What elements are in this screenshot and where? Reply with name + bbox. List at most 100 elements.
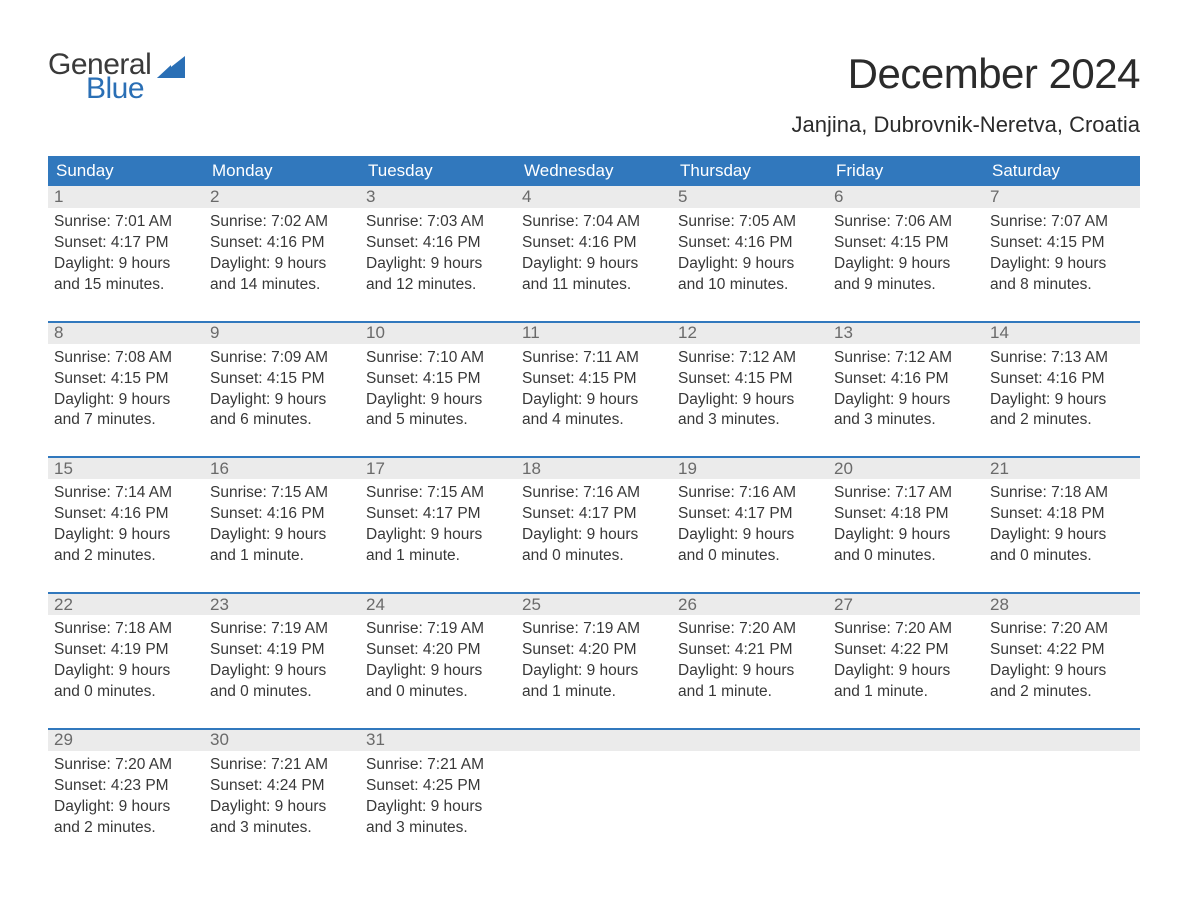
day-ss: Sunset: 4:16 PM — [54, 504, 196, 525]
day-sr: Sunrise: 7:10 AM — [366, 348, 508, 369]
day-ss: Sunset: 4:15 PM — [990, 233, 1132, 254]
day-ss: Sunset: 4:15 PM — [54, 369, 196, 390]
day-ss: Sunset: 4:25 PM — [366, 776, 508, 797]
day-number: 21 — [984, 457, 1140, 479]
day-ss: Sunset: 4:16 PM — [210, 233, 352, 254]
day-ss: Sunset: 4:15 PM — [366, 369, 508, 390]
day-cell: Sunrise: 7:20 AMSunset: 4:22 PMDaylight:… — [828, 615, 984, 705]
day-number: 29 — [48, 729, 204, 751]
day-ss: Sunset: 4:15 PM — [522, 369, 664, 390]
day-d2: and 1 minute. — [678, 682, 820, 703]
day-d1: Daylight: 9 hours — [522, 390, 664, 411]
day-d1: Daylight: 9 hours — [990, 661, 1132, 682]
day-cell: Sunrise: 7:19 AMSunset: 4:19 PMDaylight:… — [204, 615, 360, 705]
day-cell: Sunrise: 7:13 AMSunset: 4:16 PMDaylight:… — [984, 344, 1140, 434]
day-sr: Sunrise: 7:13 AM — [990, 348, 1132, 369]
day-number — [672, 729, 828, 751]
day-number: 25 — [516, 593, 672, 615]
day-number: 12 — [672, 322, 828, 344]
day-sr: Sunrise: 7:18 AM — [54, 619, 196, 640]
day-sr: Sunrise: 7:03 AM — [366, 212, 508, 233]
day-ss: Sunset: 4:15 PM — [678, 369, 820, 390]
day-ss: Sunset: 4:16 PM — [678, 233, 820, 254]
day-d2: and 4 minutes. — [522, 410, 664, 431]
day-sr: Sunrise: 7:20 AM — [990, 619, 1132, 640]
logo-text-blue: Blue — [86, 74, 151, 104]
day-sr: Sunrise: 7:14 AM — [54, 483, 196, 504]
logo-arrow-icon — [157, 56, 185, 83]
day-d2: and 6 minutes. — [210, 410, 352, 431]
day-ss: Sunset: 4:16 PM — [990, 369, 1132, 390]
day-d1: Daylight: 9 hours — [678, 254, 820, 275]
daynum-row: 293031 — [48, 729, 1140, 751]
day-cell: Sunrise: 7:07 AMSunset: 4:15 PMDaylight:… — [984, 208, 1140, 298]
day-d2: and 3 minutes. — [678, 410, 820, 431]
day-d2: and 5 minutes. — [366, 410, 508, 431]
daynum-row: 22232425262728 — [48, 593, 1140, 615]
day-d2: and 2 minutes. — [54, 818, 196, 839]
day-sr: Sunrise: 7:19 AM — [522, 619, 664, 640]
day-sr: Sunrise: 7:08 AM — [54, 348, 196, 369]
day-sr: Sunrise: 7:19 AM — [210, 619, 352, 640]
day-d2: and 1 minute. — [210, 546, 352, 567]
day-cell: Sunrise: 7:19 AMSunset: 4:20 PMDaylight:… — [516, 615, 672, 705]
day-ss: Sunset: 4:16 PM — [834, 369, 976, 390]
week-separator — [48, 569, 1140, 593]
day-ss: Sunset: 4:18 PM — [834, 504, 976, 525]
day-d1: Daylight: 9 hours — [54, 254, 196, 275]
day-sr: Sunrise: 7:15 AM — [210, 483, 352, 504]
day-sr: Sunrise: 7:16 AM — [678, 483, 820, 504]
day-cell — [984, 751, 1140, 841]
day-ss: Sunset: 4:17 PM — [54, 233, 196, 254]
day-cell: Sunrise: 7:21 AMSunset: 4:24 PMDaylight:… — [204, 751, 360, 841]
day-d1: Daylight: 9 hours — [54, 390, 196, 411]
dow-tuesday: Tuesday — [360, 156, 516, 186]
day-sr: Sunrise: 7:20 AM — [678, 619, 820, 640]
dow-monday: Monday — [204, 156, 360, 186]
day-cell — [672, 751, 828, 841]
day-number: 11 — [516, 322, 672, 344]
day-d2: and 8 minutes. — [990, 275, 1132, 296]
day-cell: Sunrise: 7:04 AMSunset: 4:16 PMDaylight:… — [516, 208, 672, 298]
day-d2: and 0 minutes. — [990, 546, 1132, 567]
day-sr: Sunrise: 7:16 AM — [522, 483, 664, 504]
day-d1: Daylight: 9 hours — [366, 797, 508, 818]
day-ss: Sunset: 4:15 PM — [210, 369, 352, 390]
day-d1: Daylight: 9 hours — [990, 390, 1132, 411]
day-d1: Daylight: 9 hours — [366, 254, 508, 275]
day-ss: Sunset: 4:19 PM — [54, 640, 196, 661]
day-d2: and 0 minutes. — [678, 546, 820, 567]
day-d2: and 15 minutes. — [54, 275, 196, 296]
dow-saturday: Saturday — [984, 156, 1140, 186]
day-sr: Sunrise: 7:02 AM — [210, 212, 352, 233]
day-number: 30 — [204, 729, 360, 751]
day-d1: Daylight: 9 hours — [678, 525, 820, 546]
calendar-table: Sunday Monday Tuesday Wednesday Thursday… — [48, 156, 1140, 840]
day-cell: Sunrise: 7:05 AMSunset: 4:16 PMDaylight:… — [672, 208, 828, 298]
day-number: 8 — [48, 322, 204, 344]
location: Janjina, Dubrovnik-Neretva, Croatia — [792, 112, 1141, 138]
day-sr: Sunrise: 7:21 AM — [210, 755, 352, 776]
day-cell: Sunrise: 7:06 AMSunset: 4:15 PMDaylight:… — [828, 208, 984, 298]
day-number: 15 — [48, 457, 204, 479]
day-cell: Sunrise: 7:20 AMSunset: 4:23 PMDaylight:… — [48, 751, 204, 841]
day-number: 28 — [984, 593, 1140, 615]
dow-row: Sunday Monday Tuesday Wednesday Thursday… — [48, 156, 1140, 186]
day-d1: Daylight: 9 hours — [210, 254, 352, 275]
day-sr: Sunrise: 7:21 AM — [366, 755, 508, 776]
week-separator — [48, 298, 1140, 322]
dow-friday: Friday — [828, 156, 984, 186]
day-sr: Sunrise: 7:04 AM — [522, 212, 664, 233]
day-d1: Daylight: 9 hours — [834, 390, 976, 411]
day-number: 7 — [984, 186, 1140, 208]
week-separator — [48, 705, 1140, 729]
header: General Blue December 2024 Janjina, Dubr… — [48, 50, 1140, 138]
day-ss: Sunset: 4:22 PM — [834, 640, 976, 661]
day-ss: Sunset: 4:23 PM — [54, 776, 196, 797]
day-cell: Sunrise: 7:17 AMSunset: 4:18 PMDaylight:… — [828, 479, 984, 569]
day-cell: Sunrise: 7:16 AMSunset: 4:17 PMDaylight:… — [516, 479, 672, 569]
day-d2: and 1 minute. — [834, 682, 976, 703]
day-sr: Sunrise: 7:20 AM — [834, 619, 976, 640]
day-ss: Sunset: 4:16 PM — [210, 504, 352, 525]
day-number: 4 — [516, 186, 672, 208]
